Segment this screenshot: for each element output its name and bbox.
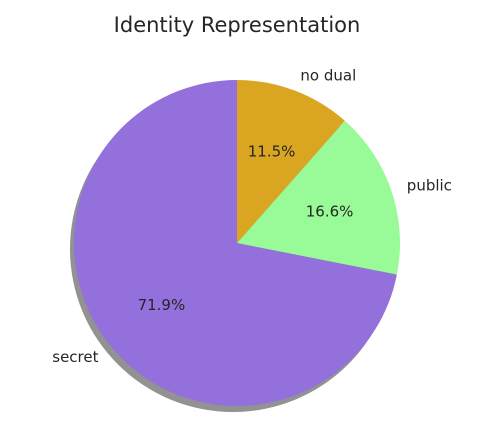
pie-slice-no-dual <box>237 80 345 243</box>
pie-labels: secret 71.9% public 16.6% no dual 11.5% <box>52 66 452 366</box>
pie-slice-public <box>237 120 401 275</box>
category-label-public: public <box>407 177 452 195</box>
pie-slices <box>74 80 401 406</box>
chart-title: Identity Representation <box>114 13 361 37</box>
category-label-secret: secret <box>52 348 98 366</box>
percent-label-secret: 71.9% <box>138 296 186 314</box>
category-label-no-dual: no dual <box>300 66 356 84</box>
pie-slice-secret <box>74 80 397 406</box>
percent-label-no-dual: 11.5% <box>248 143 296 161</box>
percent-label-public: 16.6% <box>306 203 354 221</box>
